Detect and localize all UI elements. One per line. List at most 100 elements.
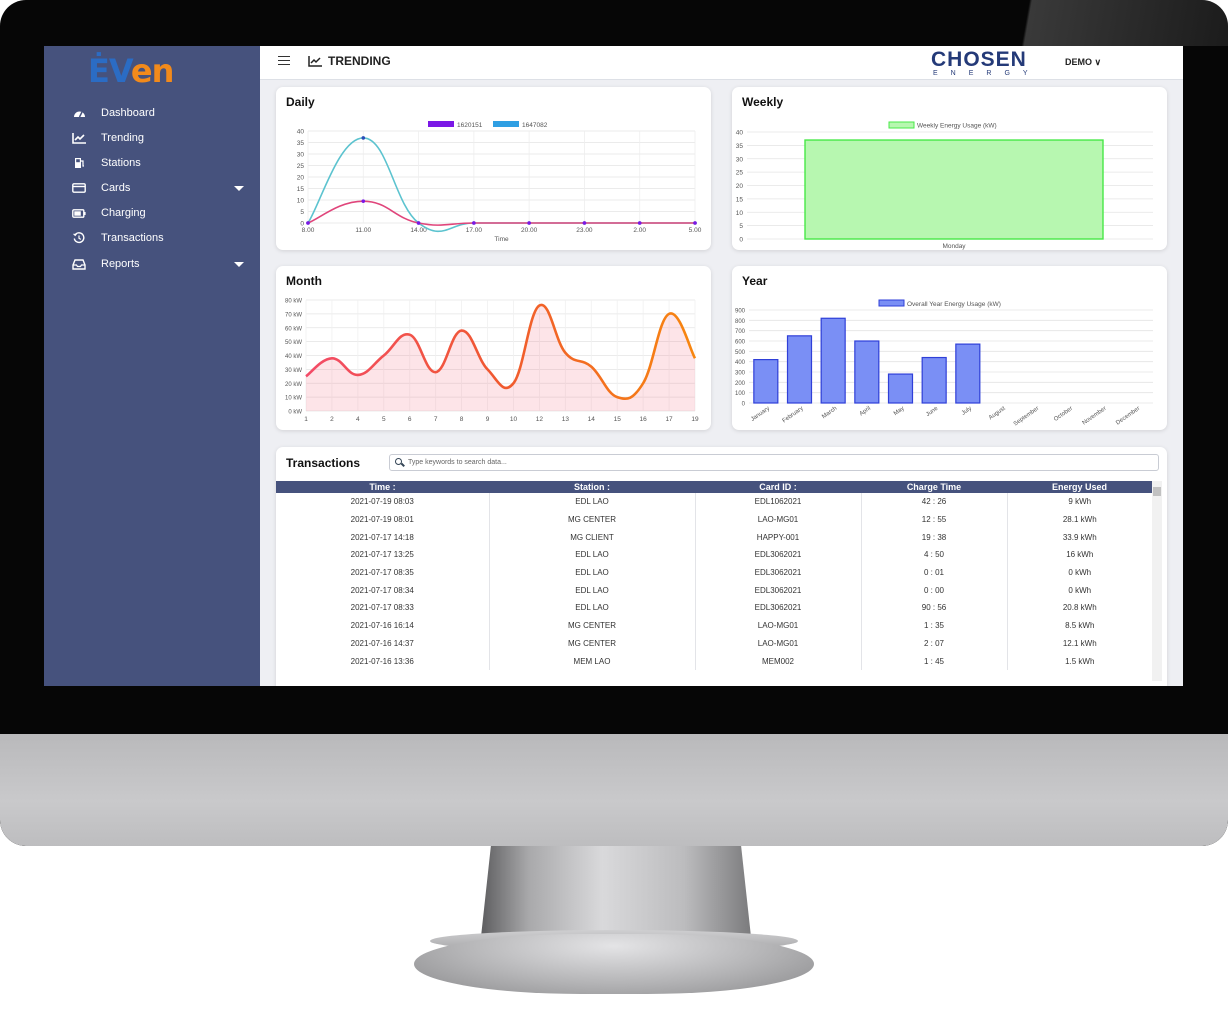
sidebar-item-dashboard[interactable]: Dashboard — [44, 102, 260, 124]
cell-card-id: EDL1062021 — [694, 493, 861, 511]
monitor-frame: ĖVen Dashboard Trending Stations Cards C… — [0, 0, 1228, 846]
month-chart: 0 kW 10 kW 20 kW 30 kW 40 kW 50 kW 60 kW 70 kW 8… — [285, 299, 699, 424]
table-row[interactable]: 2021-07-16 16:14 MG CENTER LAO-MG01 1 : 35 8… — [276, 616, 1152, 635]
table-row[interactable]: 2021-07-17 08:33 EDL LAO EDL3062021 90 : 56… — [276, 599, 1152, 617]
cell-energy-used: 0 kWh — [1006, 581, 1152, 600]
x-tick-label: 19 — [691, 416, 699, 423]
scrollbar-thumb[interactable] — [1153, 487, 1161, 496]
cell-time: 2021-07-17 08:33 — [350, 603, 414, 613]
monitor-stand-base — [414, 934, 814, 994]
y-tick-label: 40 — [736, 130, 744, 137]
sidebar-item-label: Trending — [101, 132, 145, 144]
x-tick-label: 11.00 — [355, 227, 371, 234]
x-tick-label: 14.00 — [410, 227, 427, 234]
cell-station: EDL LAO — [488, 563, 695, 582]
x-tick-label: 8 — [460, 416, 464, 423]
y-tick-label: 10 — [297, 198, 305, 205]
month-line — [305, 303, 697, 401]
table-row[interactable]: 2021-07-19 08:01 MG CENTER LAO-MG01 12 : 55… — [276, 510, 1152, 529]
cell-time: 2021-07-16 16:14 — [350, 621, 414, 631]
x-tick-label: 10 — [510, 416, 518, 423]
y-tick-label: 15 — [297, 186, 305, 193]
chevron-down-icon[interactable] — [234, 261, 244, 267]
legend-swatch — [493, 121, 519, 127]
history-icon — [72, 232, 86, 244]
search-input[interactable]: Type keywords to search data... — [389, 454, 1159, 471]
menu-toggle-icon[interactable] — [278, 56, 290, 65]
column-header-charge-time[interactable]: Charge Time — [861, 481, 1007, 493]
sidebar-item-cards[interactable]: Cards — [44, 177, 260, 199]
cell-card-id: HAPPY-001 — [694, 528, 861, 547]
y-tick-label: 600 — [735, 340, 746, 346]
bar-july — [955, 343, 981, 404]
transactions-card: Transactions Type keywords to search dat… — [276, 447, 1167, 686]
sidebar-item-reports[interactable]: Reports — [44, 253, 260, 275]
sidebar-item-charging[interactable]: Charging — [44, 202, 260, 224]
column-header-energy-used[interactable]: Energy Used — [1007, 481, 1152, 493]
app-logo[interactable]: ĖVen — [88, 52, 174, 90]
table-row[interactable]: 2021-07-16 13:36 MEM LAO MEM002 1 : 45 1.5 k… — [276, 652, 1152, 670]
y-tick-label: 0 — [300, 221, 304, 228]
legend-swatch — [888, 121, 915, 129]
sidebar-item-label: Transactions — [101, 232, 164, 244]
x-tick-label: 17 — [665, 416, 673, 423]
x-tick-label: 2 — [330, 416, 334, 423]
table-row[interactable]: 2021-07-17 13:25 EDL LAO EDL3062021 4 : 50 1… — [276, 546, 1152, 564]
y-tick-label: 35 — [297, 140, 305, 147]
table-scrollbar[interactable] — [1152, 481, 1162, 681]
x-tick-label: June — [925, 405, 940, 418]
chart-line-icon — [72, 132, 86, 144]
sidebar-item-stations[interactable]: Stations — [44, 152, 260, 174]
y-tick-label: 70 kW — [285, 312, 302, 318]
x-tick-label: 9 — [486, 416, 490, 423]
cell-time: 2021-07-17 08:35 — [350, 568, 414, 578]
card-title: Transactions — [286, 456, 361, 470]
table-row[interactable]: 2021-07-16 14:37 MG CENTER LAO-MG01 2 : 07 1… — [276, 634, 1152, 653]
table-row[interactable]: 2021-07-19 08:03 EDL LAO EDL1062021 42 : 26… — [276, 493, 1152, 511]
cell-charge-time: 4 : 50 — [860, 546, 1007, 564]
user-menu[interactable]: DEMO ∨ — [1065, 57, 1101, 68]
legend-label: Overall Year Energy Usage (kW) — [907, 301, 1001, 308]
y-tick-label: 25 — [297, 163, 305, 170]
column-header-card-id[interactable]: Card ID : — [695, 481, 861, 493]
table-row[interactable]: 2021-07-17 08:34 EDL LAO EDL3062021 0 : 00 0… — [276, 581, 1152, 600]
x-tick-label: 2.00 — [633, 227, 646, 234]
sidebar-item-label: Reports — [101, 258, 140, 270]
data-point — [306, 221, 310, 225]
cell-card-id: EDL3062021 — [694, 563, 861, 582]
gauge-icon — [72, 107, 86, 119]
y-tick-label: 20 — [736, 183, 744, 190]
cell-energy-used: 16 kWh — [1006, 546, 1152, 564]
cell-energy-used: 20.8 kWh — [1006, 599, 1152, 617]
x-tick-label: March — [821, 406, 838, 420]
credit-card-icon — [72, 182, 86, 194]
page-title: TRENDING — [328, 54, 391, 68]
column-header-station[interactable]: Station : — [489, 481, 695, 493]
data-point — [582, 221, 587, 225]
y-tick-label: 800 — [735, 319, 746, 325]
cell-time: 2021-07-19 08:01 — [350, 515, 414, 525]
cell-time: 2021-07-17 13:25 — [350, 550, 414, 560]
cell-charge-time: 1 : 45 — [860, 652, 1007, 670]
x-tick-label: 13 — [562, 416, 570, 423]
inbox-icon — [72, 258, 86, 270]
cell-energy-used: 8.5 kWh — [1006, 616, 1152, 635]
x-tick-label: 23.00 — [576, 227, 593, 234]
cell-time: 2021-07-17 08:34 — [350, 585, 414, 595]
y-tick-label: 700 — [735, 329, 746, 335]
chevron-down-icon[interactable] — [234, 185, 244, 191]
cell-energy-used: 33.9 kWh — [1006, 528, 1152, 547]
sidebar-item-label: Stations — [101, 157, 141, 169]
column-header-time[interactable]: Time : — [276, 481, 489, 493]
table-row[interactable]: 2021-07-17 08:35 EDL LAO EDL3062021 0 : 01 0… — [276, 563, 1152, 582]
table-row[interactable]: 2021-07-17 14:18 MG CLIENT HAPPY-001 19 : 3… — [276, 528, 1152, 547]
data-point — [693, 221, 697, 225]
y-tick-label: 10 — [736, 210, 744, 217]
sidebar-item-trending[interactable]: Trending — [44, 127, 260, 149]
cell-station: MG CENTER — [488, 510, 695, 529]
legend-label: 1620151 — [457, 122, 483, 129]
logo-ev: ĖV — [88, 52, 132, 90]
cell-charge-time: 90 : 56 — [860, 599, 1007, 617]
sidebar-item-transactions[interactable]: Transactions — [44, 227, 260, 249]
cell-time: 2021-07-16 14:37 — [350, 638, 414, 648]
